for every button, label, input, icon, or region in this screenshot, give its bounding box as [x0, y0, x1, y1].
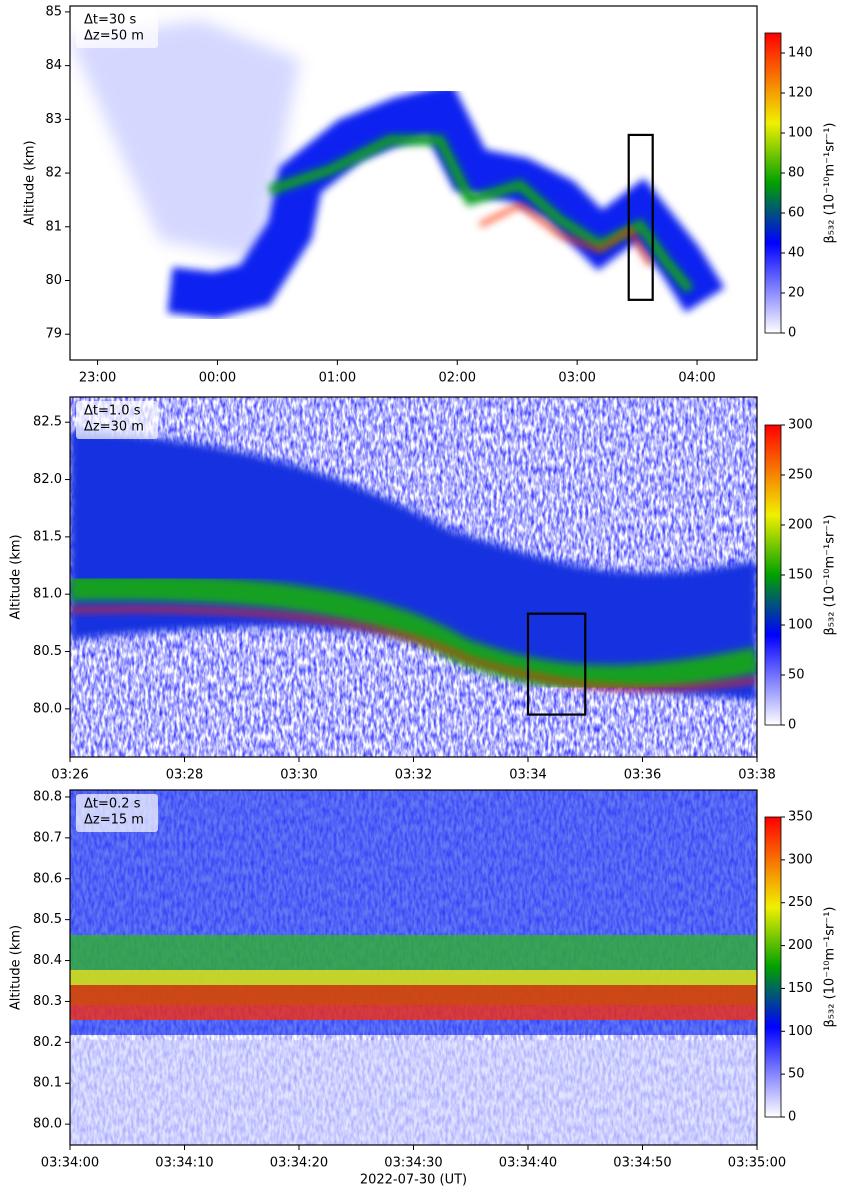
annotation: Δz=50 m [84, 29, 144, 44]
zoom-box [627, 133, 654, 301]
heatmap-texture [70, 397, 757, 757]
x-tick-label: 03:30 [280, 768, 317, 783]
annotation: Δz=15 m [84, 813, 144, 828]
x-tick-label: 03:32 [395, 768, 432, 783]
colorbar [764, 424, 782, 726]
annotation: Δt=0.2 s [84, 797, 141, 812]
y-tick-label: 80.0 [33, 701, 62, 716]
x-tick-label: 02:00 [439, 371, 476, 386]
y-tick-label: 82 [45, 166, 62, 181]
colorbar-tick-label: 100 [788, 618, 813, 633]
colorbar-tick-label: 300 [788, 852, 813, 867]
colorbar-tick-label: 200 [788, 938, 813, 953]
colorbar-tick-label: 200 [788, 518, 813, 533]
x-tick-label: 03:34:20 [270, 1156, 328, 1171]
y-axis-label: Altitude (km) [9, 925, 24, 1010]
annotation: Δt=1.0 s [84, 404, 141, 419]
colorbar-tick-label: 150 [788, 568, 813, 583]
x-tick-label: 01:00 [319, 371, 356, 386]
x-tick-label: 03:26 [51, 768, 88, 783]
x-tick-label: 03:35:00 [728, 1156, 786, 1171]
colorbar-label: β₅₃₂ (10⁻¹⁰m⁻¹sr⁻¹) [823, 907, 838, 1028]
annotation-bg [76, 10, 158, 48]
y-tick-label: 82.5 [33, 415, 62, 430]
y-tick-label: 80.2 [33, 1035, 62, 1050]
x-tick-label: 03:36 [624, 768, 661, 783]
annotation-bg [76, 401, 158, 439]
colorbar-tick-label: 40 [788, 246, 805, 261]
x-tick-label: 03:34:40 [499, 1156, 557, 1171]
colorbar-tick-label: 150 [788, 981, 813, 996]
x-tick-label: 03:34:50 [613, 1156, 671, 1171]
y-tick-label: 80.5 [33, 912, 62, 927]
colorbar-tick-label: 20 [788, 286, 805, 301]
y-tick-label: 79 [45, 327, 62, 342]
colorbar-tick-label: 300 [788, 418, 813, 433]
x-tick-label: 23:00 [79, 371, 116, 386]
y-tick-label: 80 [45, 273, 62, 288]
x-tick-label: 03:00 [558, 371, 595, 386]
y-tick-label: 80.5 [33, 644, 62, 659]
colorbar-tick-label: 50 [788, 1067, 805, 1082]
colorbar-tick-label: 50 [788, 668, 805, 683]
colorbar-tick-label: 250 [788, 895, 813, 910]
colorbar-label: β₅₃₂ (10⁻¹⁰m⁻¹sr⁻¹) [823, 123, 838, 244]
x-tick-label: 03:34 [509, 768, 546, 783]
x-tick-label: 03:38 [738, 768, 775, 783]
colorbar-tick-label: 350 [788, 810, 813, 825]
y-tick-label: 80.8 [33, 789, 62, 804]
y-tick-label: 84 [45, 58, 62, 73]
y-tick-label: 85 [45, 4, 62, 19]
colorbar-tick-label: 250 [788, 468, 813, 483]
x-tick-label: 03:34:30 [384, 1156, 442, 1171]
colorbar [764, 816, 782, 1118]
colorbar-tick-label: 0 [788, 1110, 796, 1125]
colorbar-tick-label: 60 [788, 206, 805, 221]
colorbar-tick-label: 0 [788, 326, 796, 341]
colorbar-tick-label: 120 [788, 86, 813, 101]
heatmap-texture [70, 20, 725, 319]
colorbar-tick-label: 0 [788, 718, 796, 733]
x-tick-label: 03:34:10 [155, 1156, 213, 1171]
colorbar-tick-label: 100 [788, 1024, 813, 1039]
y-tick-label: 80.1 [33, 1076, 62, 1091]
annotation-bg [76, 794, 158, 832]
y-tick-label: 80.6 [33, 871, 62, 886]
zoom-box [526, 612, 587, 716]
y-tick-label: 80.0 [33, 1117, 62, 1132]
colorbar [764, 32, 782, 334]
heatmap-texture [70, 790, 757, 1145]
y-tick-label: 81.5 [33, 529, 62, 544]
y-tick-label: 81.0 [33, 587, 62, 602]
colorbar-tick-label: 140 [788, 46, 813, 61]
x-tick-label: 00:00 [199, 371, 236, 386]
x-tick-label: 04:00 [678, 371, 715, 386]
colorbar-label: β₅₃₂ (10⁻¹⁰m⁻¹sr⁻¹) [823, 515, 838, 636]
plot-frame [69, 5, 758, 361]
x-tick-label: 03:28 [166, 768, 203, 783]
y-axis-label: Altitude (km) [23, 140, 38, 225]
y-tick-label: 80.7 [33, 830, 62, 845]
y-tick-label: 81 [45, 219, 62, 234]
colorbar-tick-label: 100 [788, 126, 813, 141]
y-tick-label: 83 [45, 112, 62, 127]
y-tick-label: 80.4 [33, 953, 62, 968]
x-axis-label: 2022-07-30 (UT) [360, 1173, 467, 1188]
y-axis-label: Altitude (km) [9, 534, 24, 619]
annotation: Δt=30 s [84, 13, 137, 28]
y-tick-label: 80.3 [33, 994, 62, 1009]
annotation: Δz=30 m [84, 420, 144, 435]
x-tick-label: 03:34:00 [41, 1156, 99, 1171]
y-tick-label: 82.0 [33, 472, 62, 487]
colorbar-tick-label: 80 [788, 166, 805, 181]
